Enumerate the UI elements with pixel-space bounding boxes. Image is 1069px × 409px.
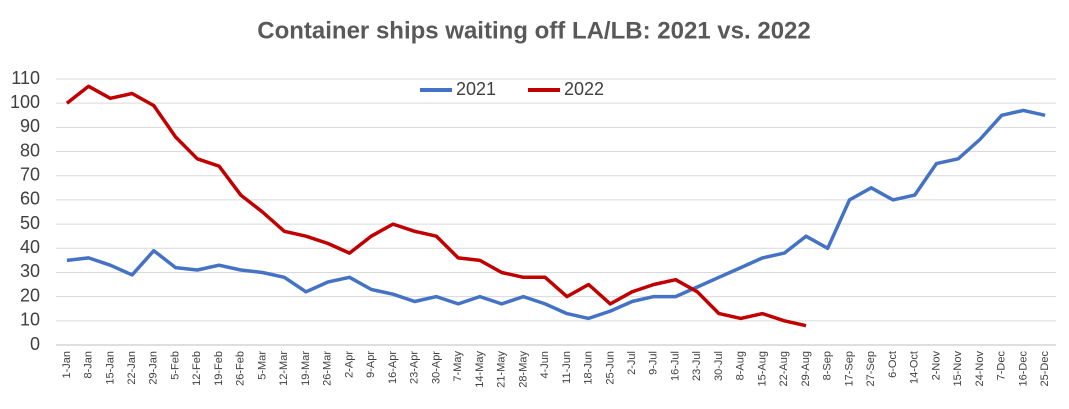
x-tick-label: 27-Sep	[865, 351, 877, 386]
x-tick-label: 14-Oct	[909, 351, 921, 384]
x-tick-label: 15-Jan	[104, 351, 116, 385]
x-tick-label: 4-Jun	[539, 351, 551, 379]
x-tick-label: 22-Aug	[778, 351, 790, 386]
x-tick-label: 23-Jul	[691, 351, 703, 381]
x-tick-label: 2-Nov	[930, 351, 942, 381]
x-tick-label: 15-Nov	[952, 351, 964, 387]
x-tick-label: 14-May	[474, 351, 486, 388]
chart-title: Container ships waiting off LA/LB: 2021 …	[257, 17, 810, 44]
y-tick-label: 60	[20, 189, 40, 209]
x-tick-label: 30-Jul	[713, 351, 725, 381]
x-tick-label: 16-Jul	[669, 351, 681, 381]
y-tick-label: 40	[20, 237, 40, 257]
x-tick-label: 29-Aug	[800, 351, 812, 386]
y-tick-label: 90	[20, 116, 40, 136]
x-tick-label: 25-Dec	[1039, 351, 1051, 387]
x-tick-label: 7-May	[452, 351, 464, 382]
legend-label: 2021	[456, 79, 496, 99]
x-tick-label: 9-Jul	[648, 351, 660, 375]
y-tick-label: 20	[20, 285, 40, 305]
x-tick-label: 18-Jun	[583, 351, 595, 385]
x-tick-label: 21-May	[496, 351, 508, 388]
x-tick-label: 2-Jul	[626, 351, 638, 375]
x-tick-label: 12-Feb	[191, 351, 203, 386]
x-tick-label: 11-Jun	[561, 351, 573, 384]
x-tick-label: 29-Jan	[148, 351, 160, 385]
x-tick-label: 25-Jun	[604, 351, 616, 385]
x-tick-label: 19-Mar	[300, 351, 312, 386]
x-tick-label: 2-Apr	[343, 351, 355, 378]
x-tick-label: 22-Jan	[126, 351, 138, 385]
y-tick-label: 80	[20, 140, 40, 160]
x-tick-label: 16-Apr	[387, 351, 399, 384]
y-tick-label: 30	[20, 261, 40, 281]
x-tick-label: 28-May	[517, 351, 529, 388]
x-tick-label: 8-Sep	[822, 351, 834, 380]
x-tick-label: 8-Jan	[83, 351, 95, 379]
x-tick-label: 17-Sep	[843, 351, 855, 386]
x-tick-label: 12-Mar	[278, 351, 290, 386]
y-tick-label: 50	[20, 213, 40, 233]
x-tick-label: 7-Dec	[996, 351, 1008, 381]
x-tick-label: 1-Jan	[61, 351, 73, 379]
y-tick-label: 0	[30, 334, 40, 354]
x-tick-label: 30-Apr	[430, 351, 442, 384]
x-tick-label: 24-Nov	[974, 351, 986, 387]
x-tick-label: 5-Mar	[256, 351, 268, 380]
x-tick-label: 26-Mar	[322, 351, 334, 386]
x-tick-label: 16-Dec	[1017, 351, 1029, 387]
y-tick-label: 10	[20, 310, 40, 330]
y-tick-label: 100	[10, 92, 40, 112]
x-tick-label: 8-Aug	[735, 351, 747, 380]
series-line	[66, 108, 1046, 321]
x-tick-label: 5-Feb	[169, 351, 181, 380]
x-tick-label: 6-Oct	[887, 351, 899, 378]
x-tick-label: 26-Feb	[235, 351, 247, 386]
y-tick-label: 70	[20, 164, 40, 184]
x-tick-label: 9-Apr	[365, 351, 377, 378]
x-tick-label: 19-Feb	[213, 351, 225, 386]
series-line	[65, 84, 807, 328]
x-tick-label: 15-Aug	[756, 351, 768, 386]
y-tick-label: 110	[11, 68, 40, 88]
x-tick-label: 23-Apr	[409, 351, 421, 384]
legend-label: 2022	[564, 79, 604, 99]
